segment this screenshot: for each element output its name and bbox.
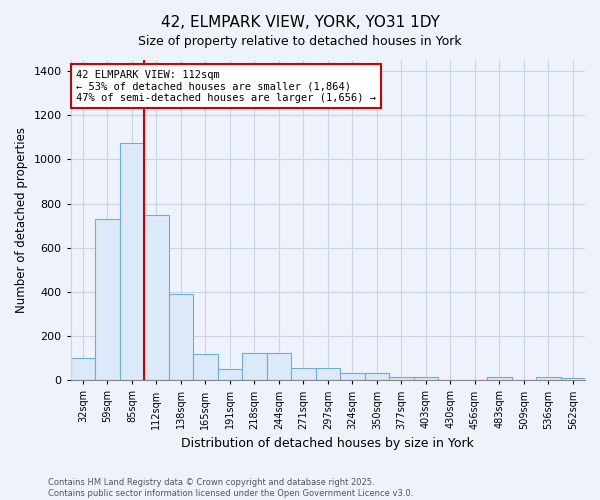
X-axis label: Distribution of detached houses by size in York: Distribution of detached houses by size …: [181, 437, 474, 450]
Text: 42, ELMPARK VIEW, YORK, YO31 1DY: 42, ELMPARK VIEW, YORK, YO31 1DY: [161, 15, 439, 30]
Bar: [242, 352, 266, 380]
Bar: [413, 377, 438, 380]
Bar: [218, 369, 242, 380]
Bar: [365, 372, 389, 380]
Bar: [193, 354, 218, 380]
Bar: [119, 143, 144, 380]
Text: 42 ELMPARK VIEW: 112sqm
← 53% of detached houses are smaller (1,864)
47% of semi: 42 ELMPARK VIEW: 112sqm ← 53% of detache…: [76, 70, 376, 103]
Bar: [560, 378, 585, 380]
Text: Size of property relative to detached houses in York: Size of property relative to detached ho…: [138, 35, 462, 48]
Bar: [144, 214, 169, 380]
Bar: [316, 368, 340, 380]
Y-axis label: Number of detached properties: Number of detached properties: [15, 127, 28, 313]
Bar: [487, 377, 512, 380]
Bar: [266, 352, 291, 380]
Bar: [169, 294, 193, 380]
Text: Contains HM Land Registry data © Crown copyright and database right 2025.
Contai: Contains HM Land Registry data © Crown c…: [48, 478, 413, 498]
Bar: [389, 377, 413, 380]
Bar: [71, 358, 95, 380]
Bar: [340, 372, 365, 380]
Bar: [291, 368, 316, 380]
Bar: [536, 377, 560, 380]
Bar: [95, 219, 119, 380]
